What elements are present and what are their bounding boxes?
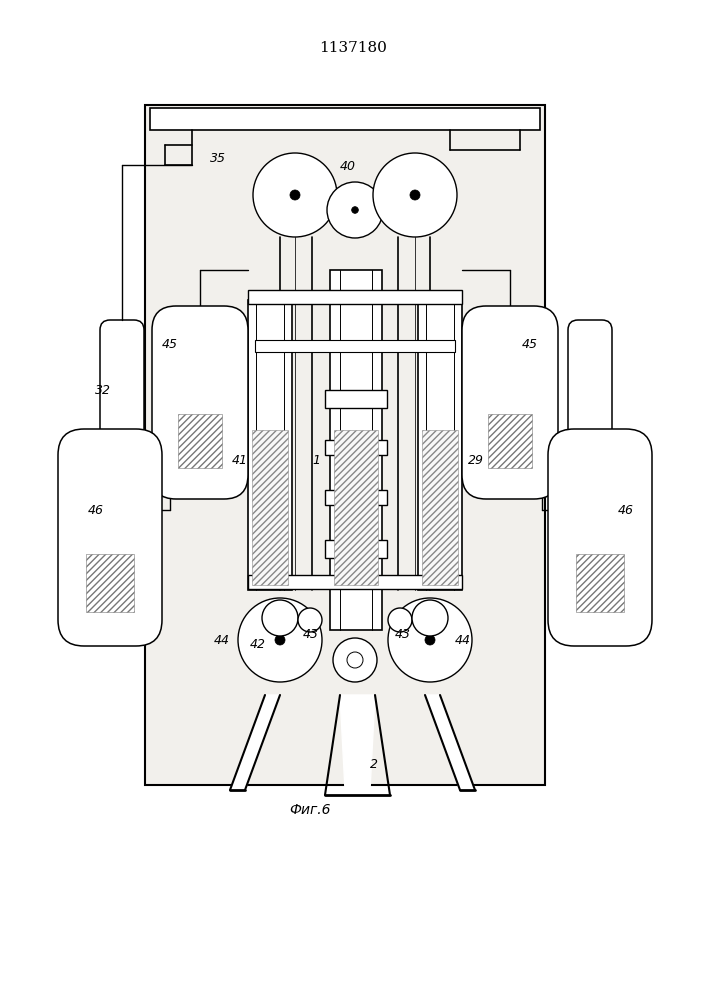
FancyBboxPatch shape: [58, 429, 162, 646]
Text: 43: 43: [303, 629, 319, 642]
FancyBboxPatch shape: [152, 306, 248, 499]
Circle shape: [347, 652, 363, 668]
FancyBboxPatch shape: [462, 306, 558, 499]
Circle shape: [238, 598, 322, 682]
Text: 44: 44: [214, 634, 230, 647]
FancyBboxPatch shape: [100, 320, 144, 495]
Circle shape: [327, 182, 383, 238]
Circle shape: [412, 600, 448, 636]
Text: 40: 40: [340, 160, 356, 174]
Text: 35: 35: [210, 151, 226, 164]
Text: 32: 32: [95, 383, 111, 396]
Bar: [325, 440, 387, 455]
Text: 43: 43: [395, 629, 411, 642]
Text: 1137180: 1137180: [319, 41, 387, 55]
Circle shape: [425, 635, 435, 645]
Text: 29: 29: [468, 454, 484, 466]
Bar: [248, 290, 462, 304]
Text: 41: 41: [232, 454, 248, 466]
FancyBboxPatch shape: [548, 429, 652, 646]
Bar: [252, 430, 288, 585]
Circle shape: [388, 598, 472, 682]
Circle shape: [333, 638, 377, 682]
Bar: [325, 490, 387, 505]
Text: 45: 45: [522, 338, 538, 352]
Bar: [255, 340, 455, 352]
Text: 44: 44: [455, 634, 471, 647]
Bar: [86, 554, 134, 612]
Text: 2: 2: [370, 758, 378, 772]
Circle shape: [262, 600, 298, 636]
Bar: [325, 390, 387, 408]
Bar: [150, 108, 540, 130]
Bar: [145, 105, 545, 785]
Circle shape: [351, 207, 358, 213]
Text: Фиг.6: Фиг.6: [289, 803, 331, 817]
Circle shape: [388, 608, 412, 632]
Bar: [334, 430, 378, 585]
Circle shape: [373, 153, 457, 237]
Bar: [248, 575, 462, 589]
Bar: [418, 300, 462, 590]
Polygon shape: [340, 695, 375, 790]
Bar: [330, 270, 382, 630]
Text: 45: 45: [162, 338, 178, 352]
Bar: [248, 300, 292, 590]
Circle shape: [290, 190, 300, 200]
Bar: [422, 430, 458, 585]
Circle shape: [275, 635, 285, 645]
Bar: [488, 414, 532, 468]
Text: 46: 46: [88, 504, 104, 516]
FancyBboxPatch shape: [568, 320, 612, 495]
Circle shape: [410, 190, 420, 200]
Circle shape: [253, 153, 337, 237]
Polygon shape: [230, 695, 280, 790]
Bar: [576, 554, 624, 612]
Text: 1: 1: [312, 454, 320, 466]
Circle shape: [298, 608, 322, 632]
Polygon shape: [425, 695, 475, 790]
Text: 46: 46: [618, 504, 634, 516]
Bar: [325, 540, 387, 558]
Text: 42: 42: [250, 638, 266, 650]
Bar: [178, 414, 222, 468]
